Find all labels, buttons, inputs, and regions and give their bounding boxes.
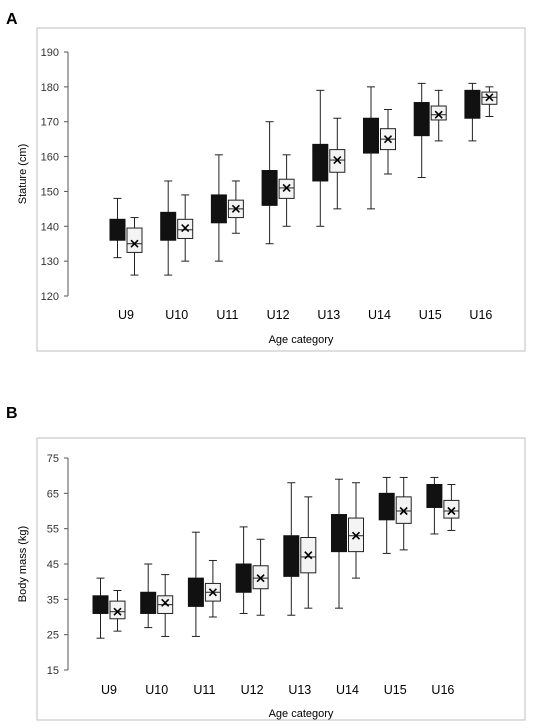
y-tick-label: 180 bbox=[41, 82, 59, 94]
box-dark bbox=[109, 218, 126, 241]
body-mass-box-plot: B 15 25 35 45 55 65 75 Body mass (kg) Age catego… bbox=[6, 405, 526, 721]
mean-marker bbox=[399, 506, 408, 516]
mean-marker bbox=[256, 574, 265, 583]
box-light bbox=[430, 105, 447, 121]
mean-marker bbox=[333, 155, 342, 165]
y-tick-label: 75 bbox=[47, 453, 59, 465]
box-dark bbox=[363, 117, 379, 154]
x-axis-title: Age category bbox=[269, 708, 334, 720]
box-light bbox=[126, 227, 143, 253]
y-axis-title: Body mass (kg) bbox=[17, 526, 29, 602]
chart-border bbox=[36, 437, 526, 721]
y-tick-label: 35 bbox=[47, 594, 59, 606]
box-dark bbox=[235, 563, 252, 593]
mean-marker bbox=[351, 531, 361, 540]
panel-label-a: A bbox=[6, 11, 18, 28]
y-tick-label: 190 bbox=[41, 47, 59, 59]
mean-marker bbox=[304, 551, 313, 560]
y-tick-label: 45 bbox=[47, 559, 59, 571]
x-category-label: U15 bbox=[419, 308, 442, 322]
y-tick-label: 160 bbox=[41, 152, 59, 164]
x-category-label: U15 bbox=[384, 683, 407, 697]
x-axis-title: Age category bbox=[269, 334, 334, 346]
y-tick-label: 140 bbox=[41, 221, 59, 233]
x-category-label: U16 bbox=[469, 308, 492, 322]
x-category-label: U12 bbox=[267, 308, 290, 322]
x-category-label: U9 bbox=[101, 683, 117, 697]
box-dark bbox=[92, 595, 109, 614]
y-axis-title: Stature (cm) bbox=[17, 144, 29, 205]
box-dark bbox=[210, 194, 227, 224]
y-tick-label: 130 bbox=[41, 256, 59, 268]
x-category-label: U11 bbox=[193, 683, 215, 697]
box-light bbox=[443, 499, 460, 519]
stature-box-plot: A 120 130 140 150 160 170 180 190 Stature (cm) Ag… bbox=[6, 11, 526, 352]
x-category-label: U10 bbox=[165, 308, 188, 322]
y-tick-label: 55 bbox=[47, 524, 59, 536]
box-dark bbox=[312, 143, 329, 182]
y-tick-label: 15 bbox=[47, 665, 59, 677]
mean-marker bbox=[181, 223, 190, 233]
x-category-label: U13 bbox=[317, 308, 340, 322]
mean-marker bbox=[208, 588, 217, 597]
mean-marker bbox=[161, 598, 170, 607]
mean-marker bbox=[130, 239, 139, 248]
mean-marker bbox=[383, 135, 393, 144]
box-dark bbox=[378, 492, 395, 521]
box-dark bbox=[426, 484, 443, 508]
x-category-label: U12 bbox=[241, 683, 264, 697]
panel-label-b: B bbox=[6, 405, 18, 422]
mean-marker bbox=[113, 607, 122, 616]
box-dark bbox=[261, 170, 278, 206]
x-category-label: U16 bbox=[431, 683, 454, 697]
x-category-label: U13 bbox=[288, 683, 311, 697]
y-tick-label: 120 bbox=[41, 291, 59, 303]
mean-marker bbox=[447, 506, 456, 516]
mean-marker bbox=[231, 204, 240, 213]
y-tick-label: 170 bbox=[41, 117, 59, 129]
box-dark bbox=[283, 535, 300, 577]
y-tick-label: 150 bbox=[41, 186, 59, 198]
x-category-label: U9 bbox=[118, 308, 134, 322]
box-dark bbox=[140, 591, 157, 614]
mean-marker bbox=[434, 110, 443, 119]
y-tick-label: 65 bbox=[47, 488, 59, 500]
box-dark bbox=[464, 89, 481, 119]
x-category-label: U14 bbox=[336, 683, 359, 697]
box-dark bbox=[187, 577, 204, 607]
x-category-label: U11 bbox=[216, 308, 238, 322]
y-tick-label: 25 bbox=[47, 630, 59, 642]
box-dark bbox=[331, 514, 347, 553]
box-light bbox=[109, 600, 126, 620]
chart-panel-a: A 120 130 140 150 160 170 180 190 Stature (cm) Ag… bbox=[6, 11, 526, 352]
chart-panel-b: B 15 25 35 45 55 65 75 Body mass (kg) Age catego… bbox=[0, 364, 536, 728]
mean-marker bbox=[282, 183, 291, 193]
x-category-label: U10 bbox=[145, 683, 168, 697]
mean-marker bbox=[485, 93, 494, 102]
box-dark bbox=[413, 102, 430, 137]
chart-border bbox=[36, 27, 526, 352]
x-category-label: U14 bbox=[368, 308, 391, 322]
box-dark bbox=[160, 211, 177, 241]
